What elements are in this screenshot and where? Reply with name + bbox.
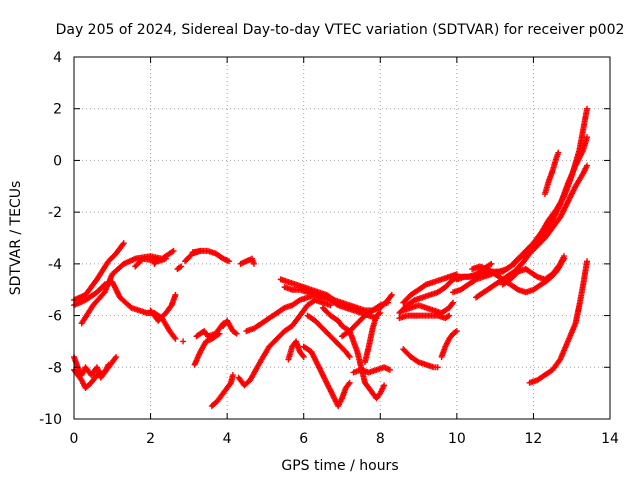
data-point: [169, 248, 176, 255]
data-point: [449, 300, 456, 307]
x-tick-label: 8: [376, 431, 385, 447]
data-point: [178, 263, 185, 270]
y-tick-label: -2: [48, 205, 62, 221]
data-point: [584, 105, 591, 112]
data-point: [170, 247, 177, 254]
data-point: [384, 299, 391, 306]
data-point: [232, 329, 239, 336]
data-point: [487, 261, 494, 268]
data-point: [561, 253, 568, 260]
data-point: [346, 379, 353, 386]
data-point: [226, 258, 233, 265]
x-tick-label: 4: [223, 431, 232, 447]
x-tick-label: 0: [70, 431, 79, 447]
plot-frame: [73, 56, 611, 420]
data-point: [387, 293, 394, 300]
data-point: [120, 240, 127, 247]
data-point: [155, 255, 162, 262]
data-point: [452, 328, 459, 335]
data-point: [250, 260, 257, 267]
data-point: [180, 338, 187, 345]
data-point: [327, 302, 334, 309]
y-tick-label: -8: [48, 360, 62, 376]
data-point: [434, 364, 441, 371]
y-tick-label: 2: [53, 102, 62, 118]
data-point: [381, 382, 388, 389]
data-point: [154, 256, 161, 263]
data-point: [377, 309, 384, 316]
data-point: [233, 330, 240, 337]
x-tick-label: 14: [601, 431, 619, 447]
data-point: [450, 299, 457, 306]
data-point: [172, 291, 179, 298]
x-axis-ticks: 0 2 4 6 8 10 12 14: [70, 57, 619, 447]
y-tick-label: -4: [48, 257, 62, 273]
data-point: [112, 355, 119, 362]
data-point: [376, 310, 383, 317]
data-point: [113, 353, 120, 360]
data-point: [584, 258, 591, 265]
data-point: [176, 264, 183, 271]
data-point: [229, 372, 236, 379]
y-tick-label: -10: [39, 412, 62, 428]
data-point: [345, 352, 352, 359]
data-point: [555, 149, 562, 156]
grid-lines: [74, 57, 610, 419]
chart-title: Day 205 of 2024, Sidereal Day-to-day VTE…: [56, 22, 625, 38]
data-point: [444, 313, 451, 320]
data-point: [488, 260, 495, 267]
x-tick-label: 2: [146, 431, 155, 447]
data-points: [71, 105, 591, 410]
data-point: [105, 361, 112, 368]
data-point: [446, 312, 453, 319]
y-axis-label: SDTVAR / TECUs: [8, 181, 24, 296]
data-point: [584, 134, 591, 141]
data-point: [388, 291, 395, 298]
data-point: [453, 328, 460, 335]
y-tick-label: -6: [48, 309, 62, 325]
x-axis-label: GPS time / hours: [281, 458, 398, 474]
data-point: [386, 366, 393, 373]
data-point: [119, 241, 126, 248]
data-point: [172, 335, 179, 342]
data-point: [584, 162, 591, 169]
x-tick-label: 6: [299, 431, 308, 447]
y-axis-ticks: -10 -8 -6 -4 -2 0 2 4: [39, 50, 610, 428]
x-tick-label: 12: [525, 431, 543, 447]
data-point: [299, 352, 306, 359]
data-point: [453, 271, 460, 278]
y-tick-label: 4: [53, 50, 62, 66]
y-tick-label: 0: [53, 153, 62, 169]
data-point: [346, 353, 353, 360]
data-point: [345, 381, 352, 388]
data-point: [171, 334, 178, 341]
data-point: [300, 353, 307, 360]
data-point: [162, 255, 169, 262]
x-tick-label: 10: [448, 431, 466, 447]
